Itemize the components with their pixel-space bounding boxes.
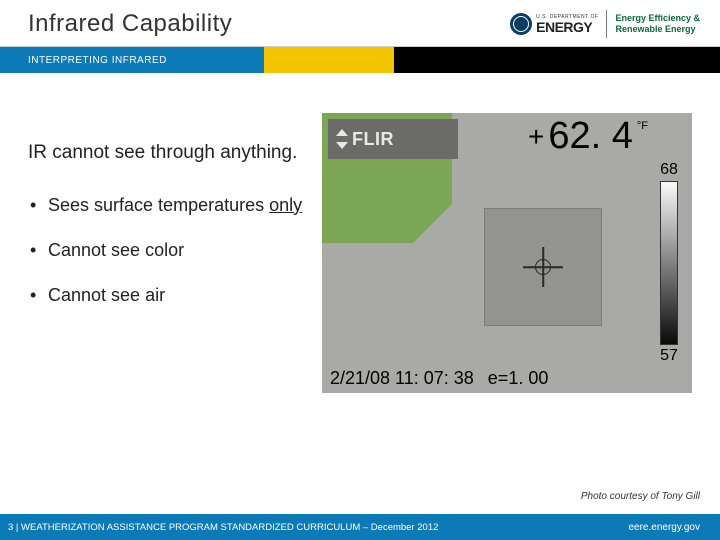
- bullet-underline: only: [269, 195, 302, 215]
- grayscale-scale: 68 57: [652, 161, 686, 365]
- divider-icon: [606, 10, 607, 38]
- list-item: Cannot see air: [28, 284, 308, 307]
- temperature-reading: + 62. 4 °F: [528, 117, 648, 155]
- page-title: Infrared Capability: [28, 10, 232, 38]
- color-band: INTERPRETING INFRARED: [0, 47, 720, 73]
- footer-left: 3 | WEATHERIZATION ASSISTANCE PROGRAM ST…: [8, 522, 438, 533]
- scale-max: 68: [660, 161, 678, 179]
- plus-icon: +: [528, 123, 544, 151]
- thermal-image: FLIR + 62. 4 °F 68 57 2/21/08 11: 07: 38…: [322, 113, 692, 393]
- doe-logo: U.S. DEPARTMENT OF ENERGY: [510, 13, 598, 35]
- subtitle: INTERPRETING INFRARED: [28, 55, 167, 66]
- band-yellow: [264, 47, 394, 73]
- list-item: Cannot see color: [28, 239, 308, 262]
- header: Infrared Capability U.S. DEPARTMENT OF E…: [0, 0, 720, 47]
- scale-min: 57: [660, 347, 678, 365]
- temp-unit: °F: [637, 121, 648, 132]
- thermal-meta: 2/21/08 11: 07: 38 e=1. 00: [330, 368, 652, 389]
- text-column: IR cannot see through anything. Sees sur…: [28, 113, 308, 393]
- scale-bar: [660, 181, 678, 345]
- doe-big-label: ENERGY: [536, 20, 598, 34]
- target-box: [484, 208, 602, 326]
- band-black: [394, 47, 720, 73]
- bullet-text: Sees surface temperatures: [48, 195, 269, 215]
- eere-text: Energy Efficiency & Renewable Energy: [615, 13, 700, 35]
- band-blue: INTERPRETING INFRARED: [0, 47, 264, 73]
- bullet-list: Sees surface temperatures only Cannot se…: [28, 194, 308, 308]
- footer: 3 | WEATHERIZATION ASSISTANCE PROGRAM ST…: [0, 514, 720, 540]
- doe-text: U.S. DEPARTMENT OF ENERGY: [536, 15, 598, 34]
- bullet-text: Cannot see color: [48, 240, 184, 260]
- flir-brand: FLIR: [352, 129, 394, 150]
- flir-arrows-icon: [334, 129, 350, 149]
- footer-right: eere.energy.gov: [628, 522, 700, 533]
- emissivity: e=1. 00: [488, 368, 549, 389]
- temp-value: 62. 4: [548, 117, 633, 155]
- bullet-text: Cannot see air: [48, 285, 165, 305]
- intro-text: IR cannot see through anything.: [28, 141, 308, 166]
- eere-line1: Energy Efficiency &: [615, 13, 700, 24]
- crosshair-icon: [523, 247, 563, 287]
- eere-line2: Renewable Energy: [615, 24, 700, 35]
- logo-block: U.S. DEPARTMENT OF ENERGY Energy Efficie…: [510, 10, 700, 38]
- timestamp: 2/21/08 11: 07: 38: [330, 368, 474, 389]
- doe-seal-icon: [510, 13, 532, 35]
- list-item: Sees surface temperatures only: [28, 194, 308, 217]
- content: IR cannot see through anything. Sees sur…: [0, 73, 720, 393]
- flir-bar: FLIR: [328, 119, 458, 159]
- photo-credit: Photo courtesy of Tony Gill: [581, 491, 700, 502]
